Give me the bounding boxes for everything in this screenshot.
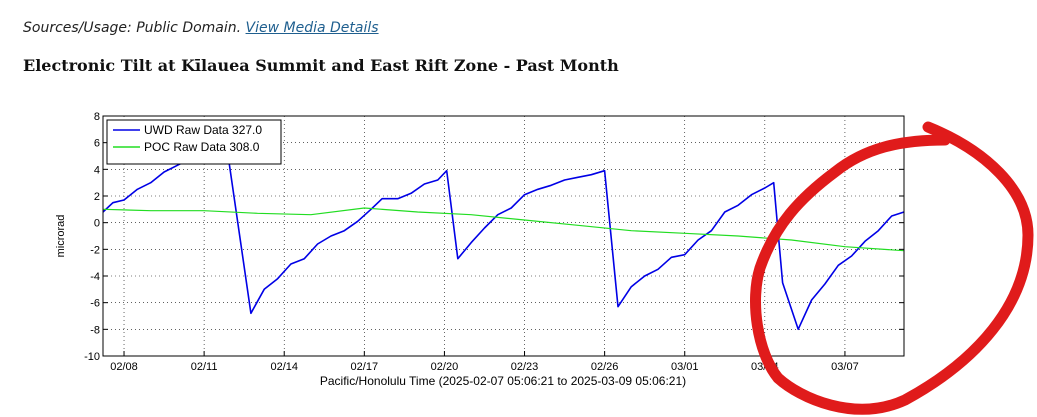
y-axis: 8 6 4 2 0 -2 -4 -6 -8 -10 bbox=[84, 111, 904, 363]
y-tick-label: 0 bbox=[94, 218, 100, 230]
view-media-details-link[interactable]: View Media Details bbox=[245, 20, 379, 36]
y-axis-label: microrad bbox=[55, 215, 67, 258]
series-lines bbox=[102, 143, 905, 331]
x-tick-label: 02/11 bbox=[191, 361, 218, 373]
y-tick-label: 6 bbox=[94, 138, 100, 150]
annotation-circle bbox=[750, 121, 1034, 415]
plot-frame bbox=[102, 115, 905, 357]
x-tick-label: 03/07 bbox=[831, 361, 859, 373]
x-tick-label: 02/23 bbox=[511, 361, 539, 373]
series-line-uwd bbox=[102, 143, 905, 331]
x-tick-label: 02/20 bbox=[431, 361, 459, 373]
legend: UWD Raw Data 327.0 POC Raw Data 308.0 bbox=[106, 119, 282, 165]
y-tick-label: -2 bbox=[90, 244, 100, 256]
x-tick-label: 02/17 bbox=[351, 361, 379, 373]
x-axis: 02/08 02/11 02/14 02/17 02/20 02/23 02/26 03/01… bbox=[110, 351, 859, 373]
section-title: Electronic Tilt at Kīlauea Summit and Ea… bbox=[23, 56, 619, 75]
series-line-poc bbox=[102, 207, 905, 252]
legend-label: UWD Raw Data 327.0 bbox=[144, 123, 262, 137]
x-axis-label: Pacific/Honolulu Time (2025-02-07 05:06:… bbox=[320, 374, 686, 388]
y-tick-label: -6 bbox=[90, 298, 100, 310]
x-tick-label: 02/14 bbox=[270, 361, 298, 373]
x-tick-label: 02/08 bbox=[110, 361, 138, 373]
source-usage-text: Sources/Usage: Public Domain. bbox=[23, 20, 242, 36]
y-tick-label: -8 bbox=[90, 324, 100, 336]
y-tick-label: 4 bbox=[94, 164, 100, 176]
x-tick-label: 03/01 bbox=[671, 361, 699, 373]
legend-box bbox=[106, 119, 282, 165]
y-tick-label: -10 bbox=[84, 351, 100, 363]
source-usage: Sources/Usage: Public Domain. View Media… bbox=[23, 20, 379, 36]
x-tick-label: 02/26 bbox=[591, 361, 619, 373]
y-tick-label: 2 bbox=[94, 191, 100, 203]
y-tick-label: -4 bbox=[90, 271, 100, 283]
legend-label: POC Raw Data 308.0 bbox=[144, 140, 260, 154]
y-tick-label: 8 bbox=[94, 111, 100, 123]
